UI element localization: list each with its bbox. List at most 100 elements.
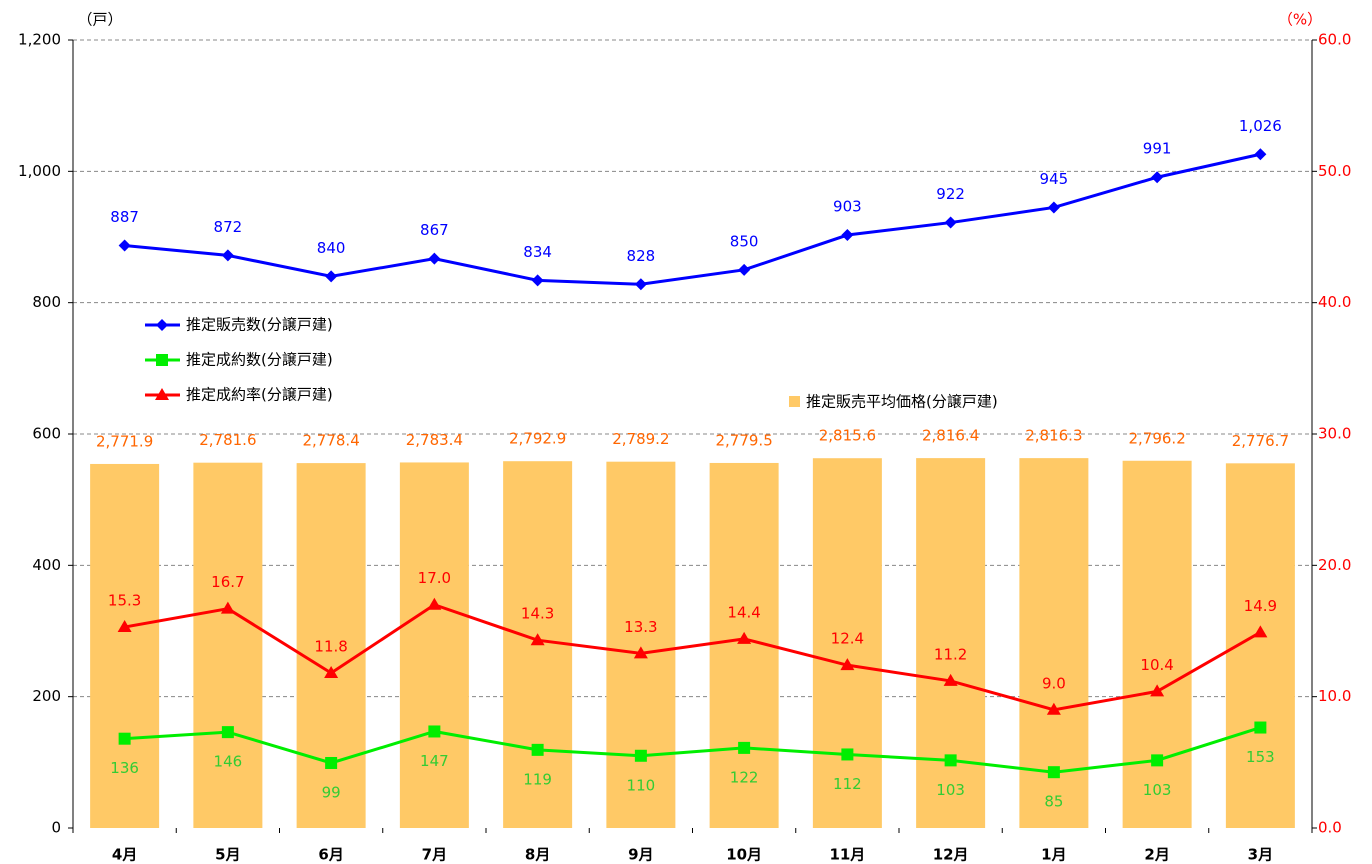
- legend-label: 推定販売数(分譲戸建): [186, 316, 333, 334]
- bar-value-label: 2,778.4: [302, 432, 359, 450]
- value-label: 10.4: [1140, 656, 1173, 674]
- x-tick-label: 9月: [628, 846, 653, 864]
- value-label: 147: [420, 752, 449, 770]
- point: [530, 633, 545, 646]
- line: [124, 603, 1262, 712]
- value-label: 840: [317, 239, 346, 257]
- point: [944, 754, 957, 767]
- y-unit-label: （戸）: [77, 11, 122, 29]
- x-tick-label: 2月: [1144, 846, 1169, 864]
- x-tick-label: 3月: [1248, 846, 1273, 864]
- bar-value-label: 2,776.7: [1232, 432, 1289, 450]
- bar-value-label: 2,796.2: [1128, 429, 1185, 447]
- point: [943, 673, 958, 686]
- value-label: 103: [936, 781, 965, 799]
- point: [634, 278, 647, 291]
- x-tick-label: 12月: [933, 846, 969, 864]
- point: [427, 597, 442, 610]
- point: [428, 252, 441, 265]
- point: [221, 726, 234, 739]
- value-label: 112: [833, 775, 862, 793]
- y-tick-label: 0: [51, 819, 61, 837]
- point: [325, 270, 338, 283]
- point: [1151, 754, 1164, 767]
- value-label: 122: [730, 768, 759, 786]
- bar: [812, 458, 882, 828]
- point: [1253, 625, 1268, 638]
- value-label: 887: [110, 208, 139, 226]
- legend-label: 推定販売平均価格(分譲戸建): [806, 393, 998, 411]
- point: [531, 274, 544, 287]
- point: [840, 658, 855, 671]
- bar: [399, 462, 469, 828]
- bar: [1122, 460, 1192, 828]
- bar-value-label: 2,781.6: [199, 431, 256, 449]
- bar-value-label: 2,816.3: [1025, 427, 1082, 445]
- x-tick-label: 11月: [829, 846, 865, 864]
- value-label: 110: [627, 776, 656, 794]
- point: [117, 620, 132, 633]
- value-label: 99: [322, 783, 341, 801]
- y-tick-label: 800: [32, 293, 61, 311]
- y2-tick-label: 60.0: [1318, 31, 1351, 49]
- line: [124, 152, 1261, 286]
- value-label: 850: [730, 232, 759, 250]
- bar-value-label: 2,789.2: [612, 430, 669, 448]
- point: [944, 216, 957, 229]
- value-label: 14.3: [521, 605, 554, 623]
- point: [118, 732, 131, 745]
- value-label: 14.4: [727, 603, 760, 621]
- x-tick-label: 4月: [112, 846, 137, 864]
- y2-tick-label: 0.0: [1318, 819, 1342, 837]
- value-label: 991: [1143, 140, 1172, 158]
- value-label: 903: [833, 198, 862, 216]
- legend-marker: [156, 319, 168, 331]
- y-tick-label: 400: [32, 556, 61, 574]
- point: [428, 725, 441, 738]
- point: [1254, 721, 1267, 734]
- value-label: 85: [1044, 793, 1063, 811]
- bar: [193, 462, 263, 828]
- value-label: 828: [627, 247, 656, 265]
- point: [841, 748, 854, 761]
- value-label: 1,026: [1239, 117, 1282, 135]
- x-tick-label: 8月: [525, 846, 550, 864]
- legend-label: 推定成約率(分譲戸建): [186, 386, 333, 404]
- value-label: 15.3: [108, 592, 141, 610]
- value-label: 945: [1040, 170, 1069, 188]
- value-label: 867: [420, 221, 449, 239]
- point: [1150, 684, 1165, 697]
- bar-value-label: 2,792.9: [509, 430, 566, 448]
- y-tick-label: 200: [32, 687, 61, 705]
- legend-marker: [155, 388, 169, 400]
- x-tick-label: 7月: [422, 846, 447, 864]
- point: [738, 263, 751, 276]
- value-label: 13.3: [624, 618, 657, 636]
- value-label: 16.7: [211, 573, 244, 591]
- y2-tick-label: 10.0: [1318, 687, 1351, 705]
- x-tick-label: 5月: [215, 846, 240, 864]
- point: [841, 229, 854, 242]
- y2-tick-label: 30.0: [1318, 425, 1351, 443]
- line: [124, 726, 1261, 774]
- point: [1047, 201, 1060, 214]
- x-tick-label: 6月: [318, 846, 343, 864]
- point: [633, 646, 648, 659]
- point: [737, 631, 752, 644]
- value-label: 834: [523, 243, 552, 261]
- bar-value-label: 2,771.9: [96, 432, 153, 450]
- bar-value-label: 2,783.4: [406, 431, 463, 449]
- y-tick-label: 1,000: [18, 162, 61, 180]
- value-label: 11.2: [934, 645, 967, 663]
- value-label: 872: [214, 218, 243, 236]
- value-label: 153: [1246, 748, 1275, 766]
- value-label: 146: [214, 753, 243, 771]
- point: [1047, 766, 1060, 779]
- bar: [916, 458, 986, 828]
- bar: [90, 463, 160, 828]
- y-tick-label: 600: [32, 425, 61, 443]
- y2-tick-label: 50.0: [1318, 162, 1351, 180]
- value-label: 136: [110, 759, 139, 777]
- y2-tick-label: 20.0: [1318, 556, 1351, 574]
